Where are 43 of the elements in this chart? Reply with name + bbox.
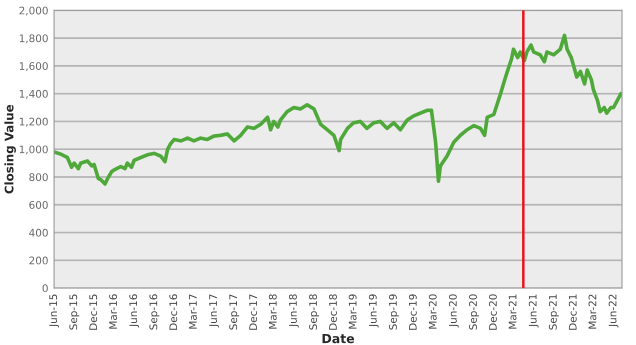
x-tick-label: Jun-19 — [368, 294, 379, 328]
x-tick-label: Dec-21 — [568, 294, 577, 330]
y-tick-label: 600 — [29, 200, 48, 209]
x-tick-label: Dec-15 — [89, 294, 98, 330]
x-tick-label: Jun-22 — [608, 294, 618, 328]
y-tick-label: 1,800 — [20, 34, 48, 44]
y-axis-title: Closing Value — [4, 104, 16, 194]
x-tick-label: Sep-15 — [69, 294, 80, 330]
x-tick-label: Sep-17 — [229, 294, 240, 330]
x-tick-label: Dec-18 — [329, 294, 337, 330]
x-tick-label: Mar-19 — [348, 294, 357, 329]
x-tick-label: Mar-18 — [268, 294, 277, 329]
x-tick-label: Dec-16 — [169, 294, 178, 330]
y-tick-label: 1,000 — [20, 145, 48, 154]
x-tick-label: Mar-21 — [508, 294, 517, 329]
y-tick-label: 1,200 — [20, 118, 48, 127]
x-tick-label: Sep-19 — [388, 294, 399, 330]
y-tick-label: 1,600 — [20, 62, 48, 72]
x-tick-label: Dec-17 — [249, 294, 258, 330]
x-tick-label: Mar-20 — [428, 294, 437, 329]
x-tick-label: Sep-18 — [309, 294, 320, 330]
x-tick-label: Sep-16 — [149, 294, 160, 330]
x-tick-label: Dec-19 — [408, 294, 417, 330]
x-tick-label: Jun-16 — [129, 294, 140, 328]
y-tick-label: 800 — [29, 173, 48, 182]
x-tick-label: Mar-17 — [189, 294, 197, 329]
x-tick-label: Jun-21 — [528, 294, 539, 328]
x-tick-label: Dec-20 — [488, 294, 497, 330]
x-tick-label: Jun-18 — [288, 294, 299, 328]
y-tick-label: 2,000 — [19, 6, 48, 16]
y-tick-label: 1,400 — [20, 90, 48, 99]
x-tick-label: Sep-21 — [548, 294, 559, 330]
x-tick-label: Jun-20 — [448, 294, 459, 328]
x-tick-label: Jun-17 — [209, 294, 219, 328]
y-tick-label: 400 — [29, 228, 48, 237]
y-tick-label: 200 — [29, 256, 48, 264]
y-tick-label: 0 — [42, 284, 48, 292]
x-axis-title: Date — [322, 334, 354, 344]
x-tick-label: Mar-16 — [109, 294, 118, 329]
x-tick-label: Sep-20 — [469, 294, 479, 330]
line-series — [54, 34, 622, 186]
x-tick-label: Mar-22 — [588, 294, 596, 329]
x-tick-label: Jun-15 — [49, 294, 60, 328]
